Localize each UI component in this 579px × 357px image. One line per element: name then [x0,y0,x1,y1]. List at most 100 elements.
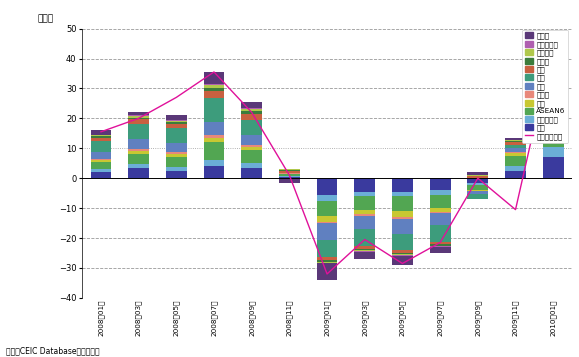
Bar [392,178,413,192]
Bar [430,246,450,247]
Bar [317,262,338,263]
Bar [128,116,149,118]
Bar [166,157,186,167]
Bar [204,87,224,91]
Bar [317,261,338,262]
Bar [241,111,262,114]
Text: （％）: （％） [38,14,54,23]
Bar [241,150,262,163]
Bar [505,148,526,152]
Bar [241,163,262,168]
Bar [354,250,375,251]
Bar [317,195,338,201]
Bar [430,244,450,246]
Bar [317,201,338,216]
Bar [392,211,413,217]
Bar [128,168,149,178]
Bar [166,120,186,121]
Bar [467,194,488,198]
Bar [543,100,563,116]
Bar [317,222,338,223]
Bar [204,166,224,178]
Bar [354,214,375,216]
Bar [505,140,526,141]
Bar [354,192,375,196]
輸出額の伸び [324,272,331,276]
Bar [90,138,111,141]
Bar [505,141,526,142]
Bar [204,98,224,122]
Bar [90,135,111,136]
Bar [241,109,262,111]
Bar [467,178,488,183]
Bar [505,145,526,148]
Bar [128,112,149,115]
Bar [543,76,563,83]
Bar [166,115,186,120]
Bar [279,170,300,171]
Bar [128,164,149,168]
Bar [354,246,375,248]
Bar [166,122,186,124]
Bar [241,145,262,147]
Bar [241,135,262,145]
輸出額の伸び [474,176,481,180]
Bar [90,159,111,160]
Bar [467,191,488,194]
Bar [90,162,111,169]
Bar [166,154,186,157]
Bar [128,151,149,154]
Bar [279,169,300,170]
Bar [505,156,526,166]
Bar [392,196,413,211]
Bar [354,178,375,192]
Bar [543,69,563,70]
Line: 輸出額の伸び: 輸出額の伸び [101,44,553,274]
Bar [505,152,526,154]
輸出額の伸び [135,116,142,121]
Bar [505,142,526,145]
Bar [166,121,186,122]
Bar [204,122,224,135]
Text: 資料：CEIC Databaseから作成。: 資料：CEIC Databaseから作成。 [6,346,100,355]
Bar [543,147,563,157]
Bar [430,242,450,244]
Bar [128,115,149,116]
Bar [90,136,111,138]
Bar [543,119,563,124]
Bar [392,233,413,250]
Bar [392,192,413,196]
Bar [128,139,149,149]
Bar [354,251,375,259]
Bar [128,118,149,119]
Bar [279,177,300,178]
Bar [543,54,563,69]
輸出額の伸び [361,237,368,242]
Bar [241,147,262,150]
Bar [204,85,224,87]
Bar [128,124,149,139]
Bar [392,256,413,265]
Bar [543,157,563,178]
Bar [279,173,300,174]
輸出額の伸び [173,95,179,100]
Bar [90,172,111,178]
Bar [505,138,526,140]
Bar [430,208,450,212]
Bar [204,160,224,166]
Bar [204,84,224,85]
Bar [279,171,300,172]
Bar [128,119,149,124]
Bar [392,253,413,255]
Bar [505,154,526,156]
Bar [467,183,488,185]
Bar [467,172,488,175]
Bar [430,195,450,208]
輸出額の伸び [512,207,519,212]
Bar [241,114,262,120]
Bar [543,83,563,100]
Bar [543,124,563,147]
Bar [90,152,111,159]
Bar [204,72,224,84]
Bar [279,172,300,173]
